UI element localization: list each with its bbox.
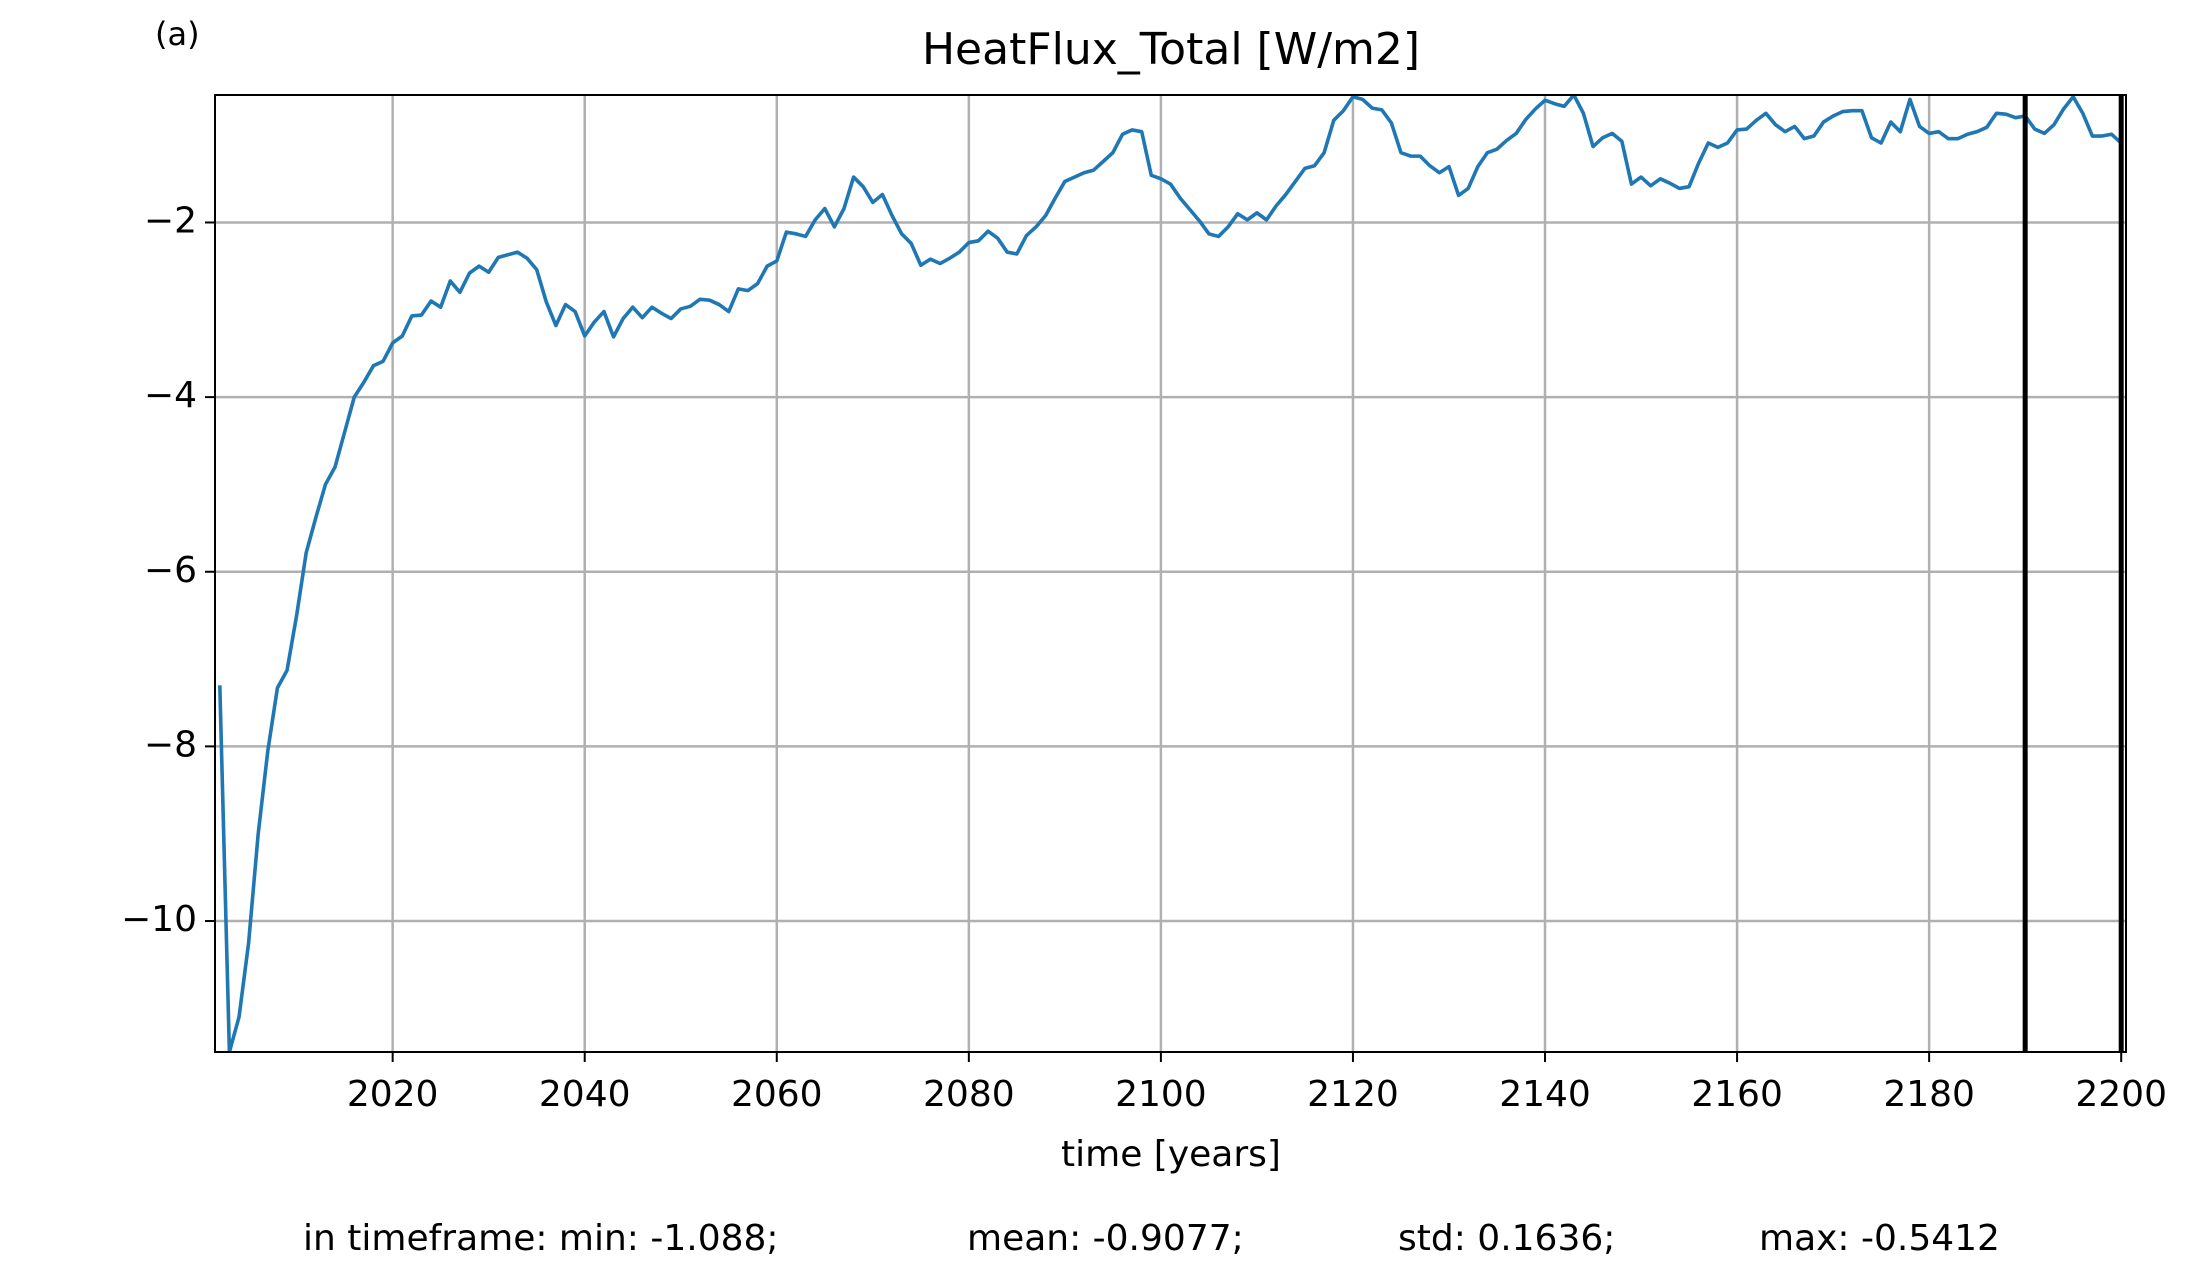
y-tick-label: −8 [144, 724, 197, 765]
y-tick-label: −4 [144, 375, 197, 416]
data-line [218, 95, 2123, 1052]
chart-title: HeatFlux_Total [W/m2] [922, 24, 1420, 75]
x-tick-label: 2200 [2075, 1074, 2167, 1115]
x-tick-label: 2160 [1691, 1074, 1783, 1115]
x-tick-label: 2080 [923, 1074, 1015, 1115]
x-tick-label: 2060 [731, 1074, 823, 1115]
x-tick-label: 2020 [347, 1074, 439, 1115]
panel-label: (a) [155, 15, 200, 53]
x-tick-label: 2120 [1307, 1074, 1399, 1115]
x-tick-label: 2140 [1499, 1074, 1591, 1115]
x-tick-label: 2040 [539, 1074, 631, 1115]
stats-text: in timeframe: min: -1.088; [303, 1218, 779, 1259]
y-tick-label: −10 [121, 899, 197, 940]
y-tick-label: −6 [144, 550, 197, 591]
x-tick-label: 2180 [1883, 1074, 1975, 1115]
y-tick-label: −2 [144, 200, 197, 241]
x-tick-label: 2100 [1115, 1074, 1207, 1115]
stats-text: std: 0.1636; [1398, 1218, 1615, 1259]
stats-text: max: -0.5412 [1759, 1218, 2000, 1259]
x-axis-label: time [years] [1061, 1134, 1281, 1175]
stats-text: mean: -0.9077; [967, 1218, 1244, 1259]
plot-frame [214, 94, 2127, 1053]
